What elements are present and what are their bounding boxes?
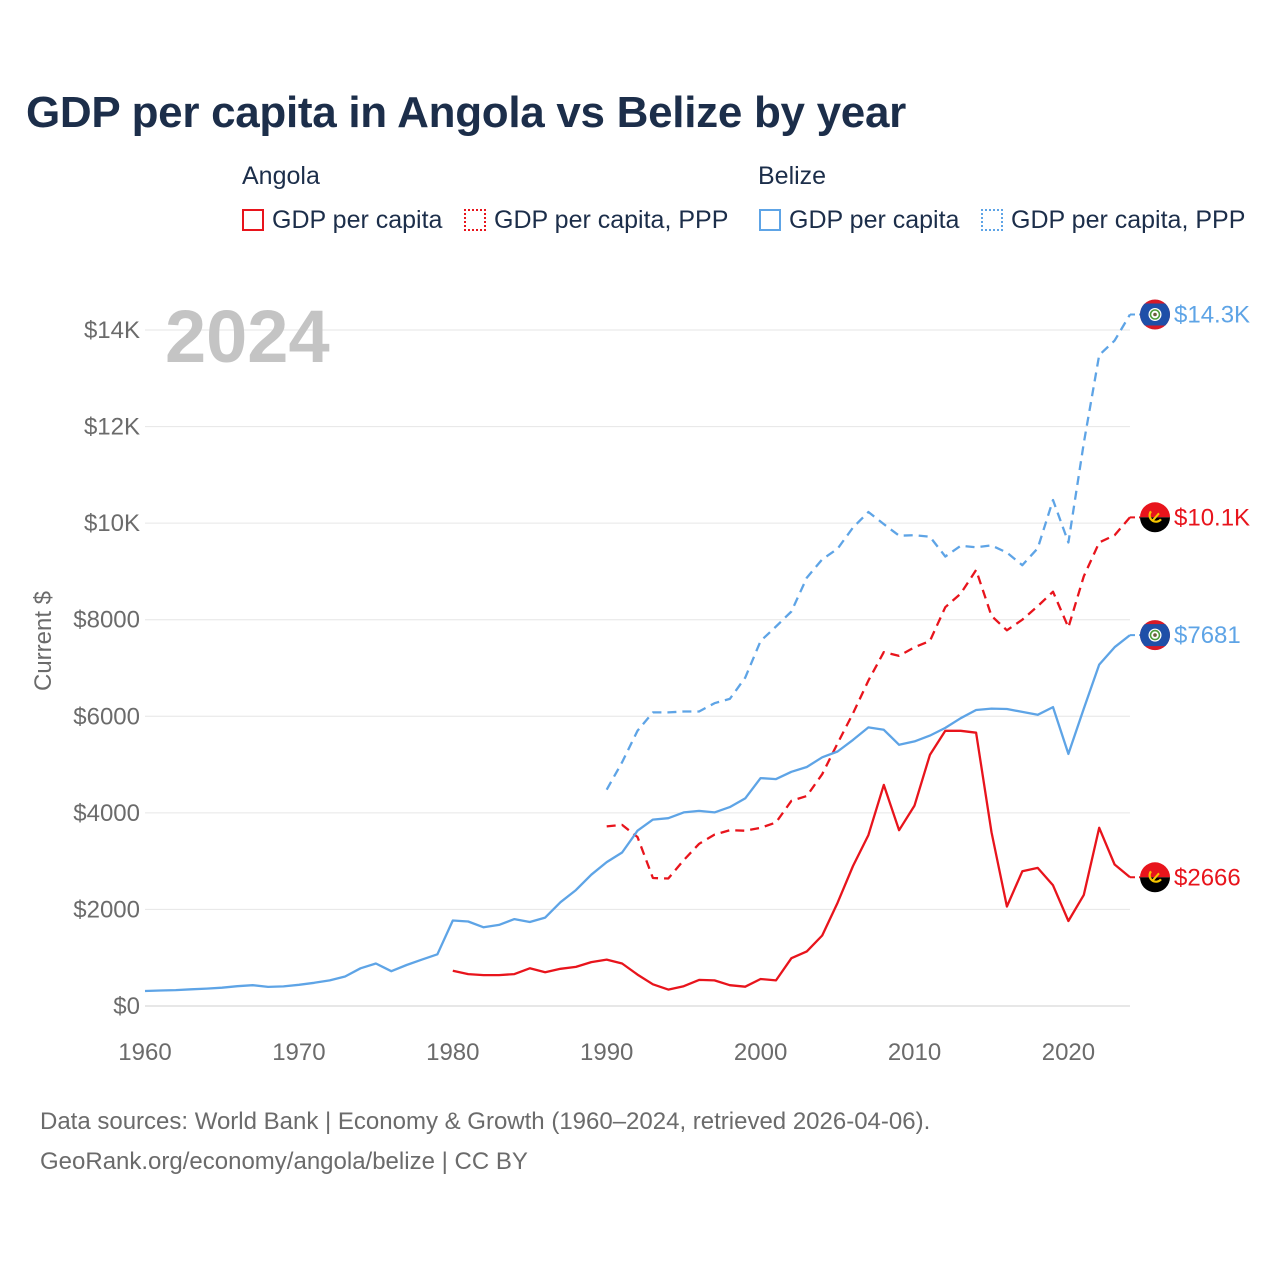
legend-swatch-dotted-blue xyxy=(981,209,1003,231)
flag-band-black xyxy=(1140,517,1170,533)
y-tick-label: $10K xyxy=(84,510,140,537)
legend-item-angola-gdp[interactable]: GDP per capita xyxy=(242,204,442,236)
legend-item-belize-gdp-ppp[interactable]: GDP per capita, PPP xyxy=(981,204,1245,236)
series-line-belize-gdp-per-capita-ppp xyxy=(605,313,1131,791)
angola-flag-icon xyxy=(1140,862,1170,893)
angola-flag-icon xyxy=(1140,502,1170,533)
legend-label: GDP per capita, PPP xyxy=(1011,205,1246,234)
legend-label: GDP per capita, PPP xyxy=(494,205,729,234)
year-watermark: 2024 xyxy=(165,295,330,378)
series-line-angola-gdp-per-capita-ppp xyxy=(606,516,1131,880)
x-tick-label: 1970 xyxy=(272,1039,325,1066)
line-chart: $0 $2000 $4000 $6000 $8000 $10K $12K $14K 1960 19… xyxy=(30,295,1250,1066)
x-tick-label: 2010 xyxy=(888,1039,941,1066)
flag-emblem xyxy=(1151,872,1160,882)
legend-swatch-solid-blue xyxy=(759,209,781,231)
x-tick-label: 1990 xyxy=(580,1039,633,1066)
x-tick-label: 2000 xyxy=(734,1039,787,1066)
end-value-label: $10.1K xyxy=(1174,504,1250,531)
y-tick-label: $2000 xyxy=(73,896,140,923)
y-tick-label: $4000 xyxy=(73,800,140,827)
flag-emblem xyxy=(1149,309,1161,320)
footer-sources: Data sources: World Bank | Economy & Gro… xyxy=(40,1108,931,1135)
belize-flag-icon xyxy=(1140,299,1170,330)
footer-credit: GeoRank.org/economy/angola/belize | CC B… xyxy=(40,1148,528,1175)
end-value-label: $7681 xyxy=(1174,622,1241,649)
flag-band-black xyxy=(1140,877,1170,893)
x-tick-label: 1980 xyxy=(426,1039,479,1066)
y-tick-label: $14K xyxy=(84,317,140,344)
flag-emblem xyxy=(1149,629,1161,641)
flag-emblem xyxy=(1151,512,1160,522)
legend-label: GDP per capita xyxy=(272,205,443,234)
legend-item-angola-gdp-ppp[interactable]: GDP per capita, PPP xyxy=(464,204,728,236)
x-tick-label: 2020 xyxy=(1042,1039,1095,1066)
y-tick-label: $8000 xyxy=(73,607,140,634)
y-tick-label: $0 xyxy=(113,993,140,1020)
series-line-belize-gdp-per-capita xyxy=(144,634,1131,993)
flag-emblem xyxy=(1153,312,1157,317)
legend-group-angola: Angola xyxy=(242,162,320,190)
x-tick-label: 1960 xyxy=(118,1039,171,1066)
y-axis-label: Current $ xyxy=(30,591,57,691)
legend-group-belize: Belize xyxy=(758,162,827,190)
flag-emblem xyxy=(1153,633,1157,637)
belize-flag-icon xyxy=(1140,620,1170,651)
end-value-label: $14.3K xyxy=(1174,302,1250,329)
series-line-angola-gdp-per-capita xyxy=(452,729,1131,991)
y-tick-label: $12K xyxy=(84,414,140,441)
chart-title: GDP per capita in Angola vs Belize by ye… xyxy=(26,88,906,137)
flag-band-red xyxy=(1140,502,1170,518)
legend-swatch-solid-red xyxy=(242,209,264,231)
legend-item-belize-gdp[interactable]: GDP per capita xyxy=(759,204,959,236)
legend-label: GDP per capita xyxy=(789,205,960,234)
flag-band-red xyxy=(1140,862,1170,878)
y-tick-label: $6000 xyxy=(73,703,140,730)
end-value-label: $2666 xyxy=(1174,864,1241,891)
legend-swatch-dotted-red xyxy=(464,209,486,231)
